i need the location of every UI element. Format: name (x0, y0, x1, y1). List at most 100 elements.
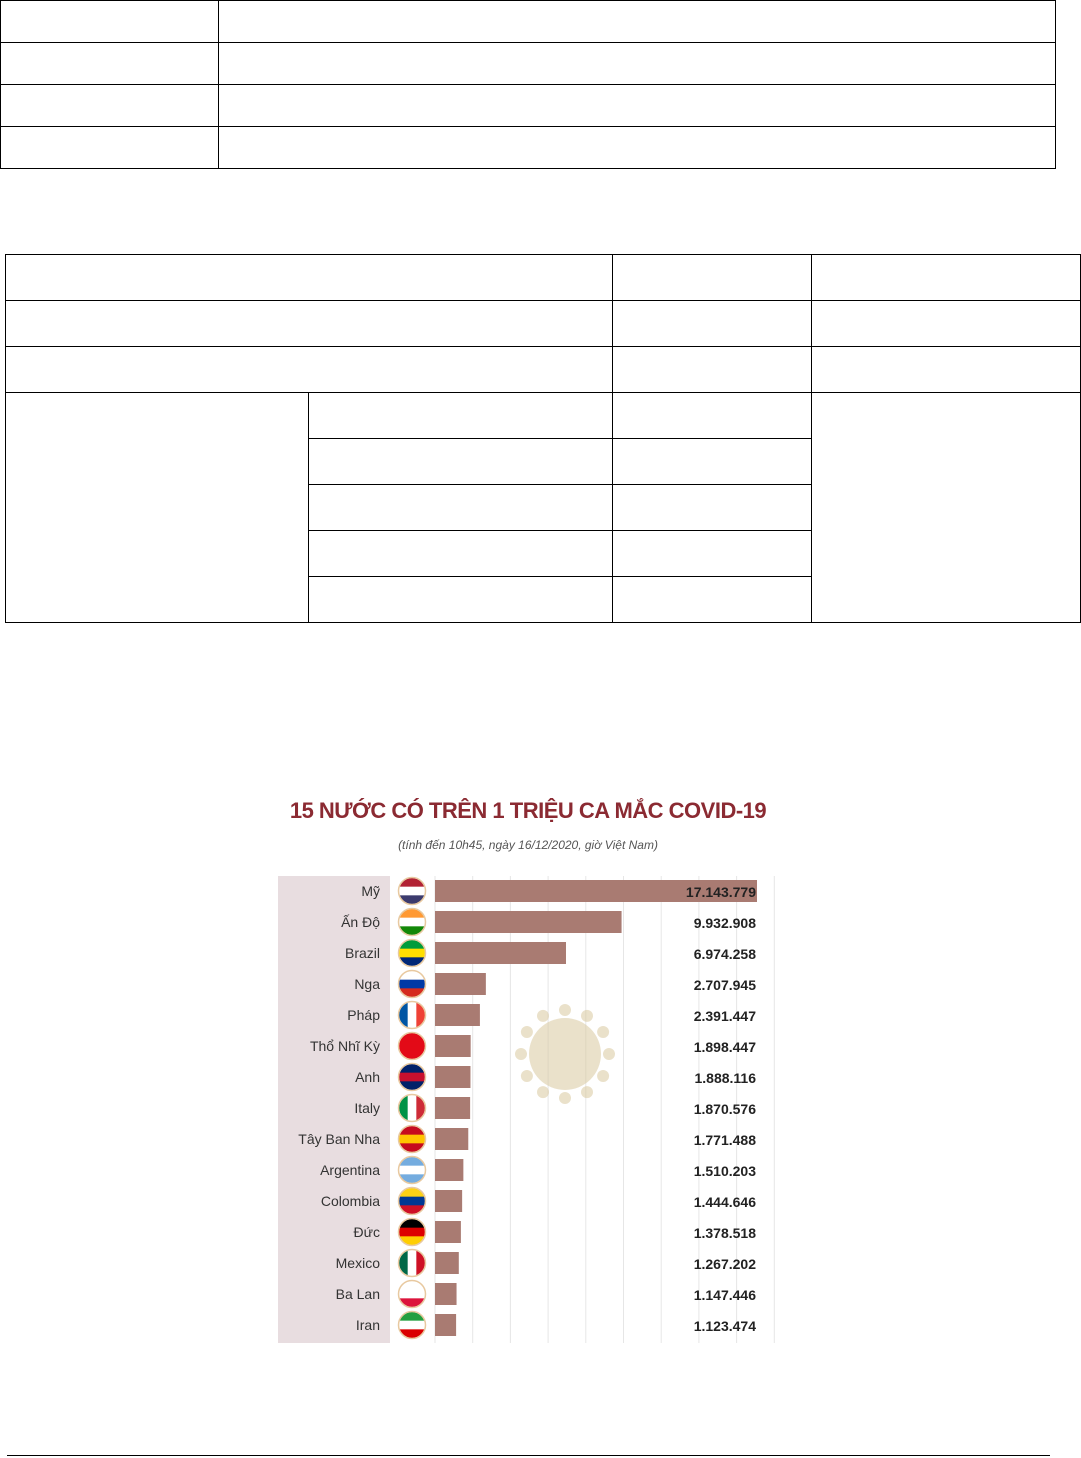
bar (435, 1066, 471, 1088)
value-label: 6.974.258 (694, 946, 756, 962)
flag-border (397, 1155, 427, 1185)
bar (435, 1314, 457, 1336)
turkey-flag-icon (399, 1033, 425, 1059)
table-cell (0, 42, 219, 85)
flag-border (397, 969, 427, 999)
country-label: Iran (356, 1317, 380, 1333)
germany-flag-icon (399, 1219, 425, 1245)
table-cell (0, 0, 219, 43)
iran-flag-icon (399, 1312, 425, 1338)
bar (435, 1035, 471, 1057)
flag-border (397, 1217, 427, 1247)
flag-border (397, 1031, 427, 1061)
value-label: 1.888.116 (694, 1070, 756, 1086)
table-cell (308, 484, 613, 531)
country-label: Anh (355, 1069, 380, 1085)
country-label: Pháp (347, 1007, 380, 1023)
table-cell (611, 576, 812, 623)
info-table-2 (4, 254, 1081, 623)
table-cell (308, 438, 613, 485)
table-cell (218, 42, 1056, 85)
bar (435, 880, 757, 902)
chart-title: 15 NƯỚC CÓ TRÊN 1 TRIỆU CA MẮC COVID-19 (289, 798, 767, 823)
covid-cases-infographic: 15 NƯỚC CÓ TRÊN 1 TRIỆU CA MẮC COVID-19 … (278, 790, 778, 1345)
country-label: Colombia (321, 1193, 380, 1209)
italy-flag-icon (399, 1095, 425, 1121)
virus-illustration (515, 1004, 615, 1104)
flag-border (397, 907, 427, 937)
table-cell (5, 254, 613, 301)
country-label: Đức (354, 1224, 380, 1240)
bar (435, 1190, 463, 1212)
bar (435, 973, 486, 995)
table-cell (308, 530, 613, 577)
uk-flag-icon (399, 1064, 425, 1090)
country-label: Argentina (320, 1162, 380, 1178)
country-label: Thổ Nhĩ Kỳ (310, 1038, 380, 1054)
country-label: Ấn Độ (341, 914, 380, 930)
bar (435, 1252, 459, 1274)
value-label: 1.510.203 (694, 1163, 756, 1179)
flag-border (397, 1124, 427, 1154)
table-cell (218, 0, 1056, 43)
flag-border (397, 1248, 427, 1278)
table-cell (0, 126, 219, 169)
table-cell (611, 392, 812, 439)
table-cell (308, 392, 613, 439)
bar (435, 1128, 469, 1150)
table-cell (810, 254, 1081, 301)
flag-border (397, 1093, 427, 1123)
table-cell (218, 84, 1056, 127)
flag-border (397, 938, 427, 968)
flag-border (397, 1310, 427, 1340)
country-label: Ba Lan (336, 1286, 380, 1302)
label-panel (278, 876, 390, 1343)
value-label: 1.267.202 (694, 1256, 756, 1272)
bar (435, 1159, 464, 1181)
us-flag-icon (399, 878, 425, 904)
bar (435, 1097, 471, 1119)
bar (435, 942, 566, 964)
bar (435, 1221, 461, 1243)
table-cell (611, 530, 812, 577)
table-cell (308, 576, 613, 623)
country-label: Brazil (345, 945, 380, 961)
bar (435, 1004, 480, 1026)
brazil-flag-icon (399, 940, 425, 966)
flag-border (397, 1279, 427, 1309)
bar (435, 911, 622, 933)
table-cell (611, 346, 812, 393)
value-label: 1.123.474 (694, 1318, 756, 1334)
country-label: Nga (354, 976, 380, 992)
flag-border (397, 1186, 427, 1216)
russia-flag-icon (399, 971, 425, 997)
value-label: 1.870.576 (694, 1101, 756, 1117)
value-label: 1.147.446 (694, 1287, 756, 1303)
table-cell (611, 484, 812, 531)
table-cell (810, 346, 1081, 393)
country-label: Tây Ban Nha (298, 1131, 380, 1147)
poland-flag-icon (399, 1281, 425, 1307)
value-label: 1.898.447 (694, 1039, 756, 1055)
table-cell (810, 300, 1081, 347)
table-cell (0, 84, 219, 127)
country-label: Mỹ (361, 883, 380, 899)
flag-border (397, 1000, 427, 1030)
table-cell (611, 438, 812, 485)
value-label: 17.143.779 (686, 884, 756, 900)
india-flag-icon (399, 909, 425, 935)
table-cell (5, 346, 613, 393)
table-cell (4, 392, 310, 623)
table-cell (611, 254, 812, 301)
table-cell (218, 126, 1056, 169)
colombia-flag-icon (399, 1188, 425, 1214)
flag-border (397, 1062, 427, 1092)
france-flag-icon (399, 1002, 425, 1028)
spain-flag-icon (399, 1126, 425, 1152)
flag-border (397, 876, 427, 906)
table-cell (810, 392, 1081, 623)
footer-rule (7, 1455, 1050, 1456)
value-label: 1.771.488 (694, 1132, 756, 1148)
table-cell (611, 300, 812, 347)
value-label: 2.391.447 (694, 1008, 756, 1024)
